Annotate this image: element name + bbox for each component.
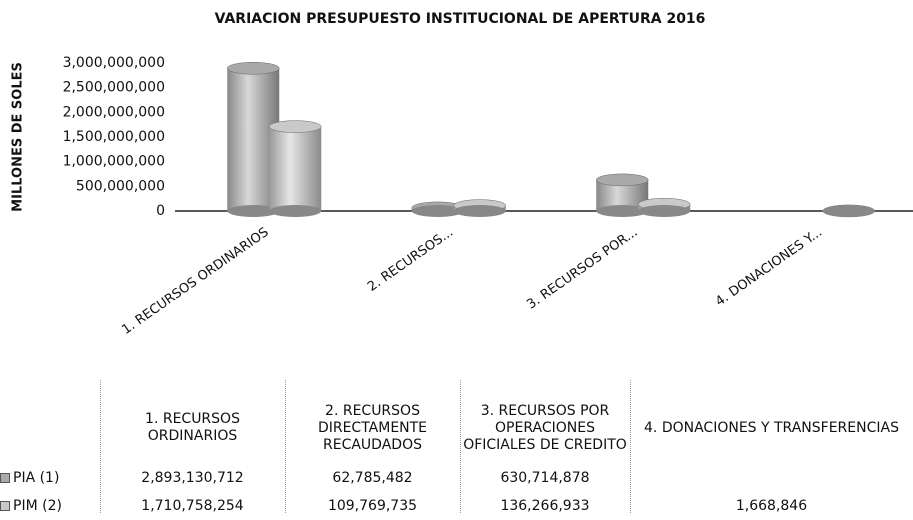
table-value: 62,785,482 — [285, 464, 460, 492]
x-tick-label: 4. DONACIONES Y... — [713, 225, 825, 310]
bar-top — [227, 62, 279, 74]
table-header: 2. RECURSOS DIRECTAMENTE RECAUDADOS — [285, 392, 460, 464]
table-value: 136,266,933 — [460, 492, 630, 520]
x-tick-label: 3. RECURSOS POR... — [524, 225, 640, 313]
table-row-header: PIM (2) — [0, 492, 100, 520]
table-header: 3. RECURSOS POR OPERACIONES OFICIALES DE… — [460, 392, 630, 464]
legend-key — [0, 501, 10, 511]
bar-body — [269, 127, 321, 211]
y-tick-label: 0 — [156, 203, 165, 219]
x-tick-label: 2. RECURSOS... — [365, 225, 456, 295]
x-tick-label: 1. RECURSOS ORDINARIOS — [119, 225, 271, 338]
bar-bottom — [823, 205, 875, 217]
bar-bottom — [638, 205, 690, 217]
chart-title: VARIACION PRESUPUESTO INSTITUCIONAL DE A… — [215, 11, 706, 27]
table-value: 109,769,735 — [285, 492, 460, 520]
bar-bottom — [454, 205, 506, 217]
bar — [454, 200, 506, 217]
bar — [638, 198, 690, 217]
table-value: 1,710,758,254 — [100, 492, 285, 520]
y-tick-label: 1,000,000,000 — [63, 154, 165, 170]
bar-top — [596, 174, 648, 186]
y-axis-label: MILLONES DE SOLES — [11, 62, 26, 212]
legend-label: PIA (1) — [13, 470, 59, 487]
bar — [823, 205, 875, 217]
y-tick-label: 500,000,000 — [76, 178, 165, 194]
y-tick-label: 1,500,000,000 — [63, 129, 165, 145]
table-row-header: PIA (1) — [0, 464, 100, 492]
table-value: 2,893,130,712 — [100, 464, 285, 492]
bar — [269, 121, 321, 217]
legend-label: PIM (2) — [13, 498, 62, 515]
legend-key — [0, 473, 10, 483]
y-tick-label: 3,000,000,000 — [63, 55, 165, 71]
y-tick-label: 2,000,000,000 — [63, 104, 165, 120]
bar-top — [269, 121, 321, 133]
table-value: 1,668,846 — [630, 492, 913, 520]
table-header: 1. RECURSOS ORDINARIOS — [100, 392, 285, 464]
y-tick-label: 2,500,000,000 — [63, 80, 165, 96]
table-value: 630,714,878 — [460, 464, 630, 492]
bar-bottom — [269, 205, 321, 217]
table-header: 4. DONACIONES Y TRANSFERENCIAS — [630, 392, 913, 464]
